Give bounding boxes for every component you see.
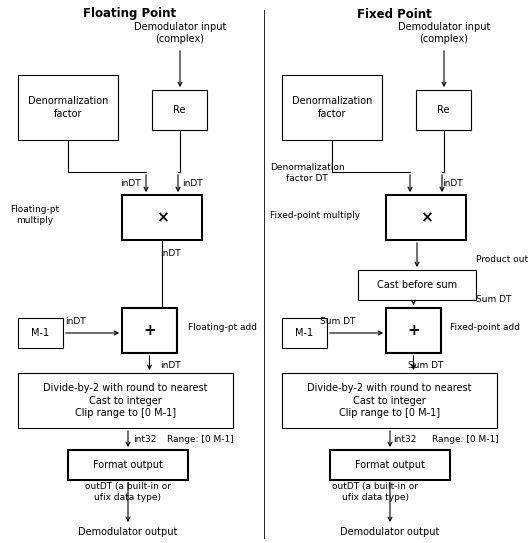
Bar (68, 450, 188, 480)
Text: M-1: M-1 (295, 328, 314, 338)
Text: Denormalization
factor DT: Denormalization factor DT (270, 163, 344, 183)
Text: inDT: inDT (160, 249, 180, 257)
Text: inDT: inDT (160, 362, 180, 370)
Text: Divide-by-2 with round to nearest
Cast to integer
Clip range to [0 M-1]: Divide-by-2 with round to nearest Cast t… (43, 383, 208, 418)
Text: inDT: inDT (120, 179, 140, 187)
Text: Fixed Point: Fixed Point (357, 8, 431, 21)
Text: ×: × (419, 210, 432, 225)
Text: int32: int32 (394, 435, 417, 445)
Text: Re: Re (174, 105, 186, 115)
Bar (330, 450, 450, 480)
Text: Sum DT: Sum DT (321, 318, 355, 326)
Text: outDT (a built-in or
ufix data type): outDT (a built-in or ufix data type) (332, 482, 418, 502)
Text: Format output: Format output (355, 460, 425, 470)
Bar (152, 90, 207, 130)
Text: M-1: M-1 (31, 328, 50, 338)
Text: Denormalization
factor: Denormalization factor (292, 96, 372, 119)
Text: Demodulator input
(complex): Demodulator input (complex) (398, 22, 490, 44)
Text: Demodulator output: Demodulator output (340, 527, 440, 537)
Text: inDT: inDT (181, 179, 202, 187)
Bar (386, 195, 466, 240)
Text: ×: × (156, 210, 168, 225)
Text: Floating Point: Floating Point (84, 8, 177, 21)
Text: +: + (143, 323, 156, 338)
Bar (416, 90, 471, 130)
Text: Divide-by-2 with round to nearest
Cast to integer
Clip range to [0 M-1]: Divide-by-2 with round to nearest Cast t… (307, 383, 472, 418)
Text: Fixed-point add: Fixed-point add (450, 324, 520, 332)
Text: Fixed-point multiply: Fixed-point multiply (270, 211, 360, 219)
Text: Demodulator output: Demodulator output (78, 527, 178, 537)
Text: Format output: Format output (93, 460, 163, 470)
Bar (282, 318, 327, 348)
Text: Floating-pt add: Floating-pt add (188, 324, 257, 332)
Text: Cast before sum: Cast before sum (377, 280, 457, 290)
Text: Sum DT: Sum DT (476, 295, 512, 305)
Text: Re: Re (437, 105, 450, 115)
Bar (18, 318, 63, 348)
Text: Sum DT: Sum DT (408, 362, 444, 370)
Bar (282, 373, 497, 428)
Text: Range: [0 M-1]: Range: [0 M-1] (432, 435, 498, 445)
Bar (18, 75, 118, 140)
Bar (122, 195, 202, 240)
Text: +: + (407, 323, 420, 338)
Text: Range: [0 M-1]: Range: [0 M-1] (167, 435, 233, 445)
Bar (122, 308, 177, 353)
Text: Floating-pt
multiply: Floating-pt multiply (10, 205, 59, 225)
Text: int32: int32 (133, 435, 157, 445)
Text: outDT (a built-in or
ufix data type): outDT (a built-in or ufix data type) (85, 482, 171, 502)
Bar (358, 270, 476, 300)
Bar (386, 308, 441, 353)
Text: inDT: inDT (65, 318, 85, 326)
Text: Denormalization
factor: Denormalization factor (28, 96, 108, 119)
Text: Product output DT: Product output DT (476, 256, 529, 264)
Bar (282, 75, 382, 140)
Text: Demodulator input
(complex): Demodulator input (complex) (134, 22, 226, 44)
Bar (18, 373, 233, 428)
Text: inDT: inDT (442, 179, 462, 187)
